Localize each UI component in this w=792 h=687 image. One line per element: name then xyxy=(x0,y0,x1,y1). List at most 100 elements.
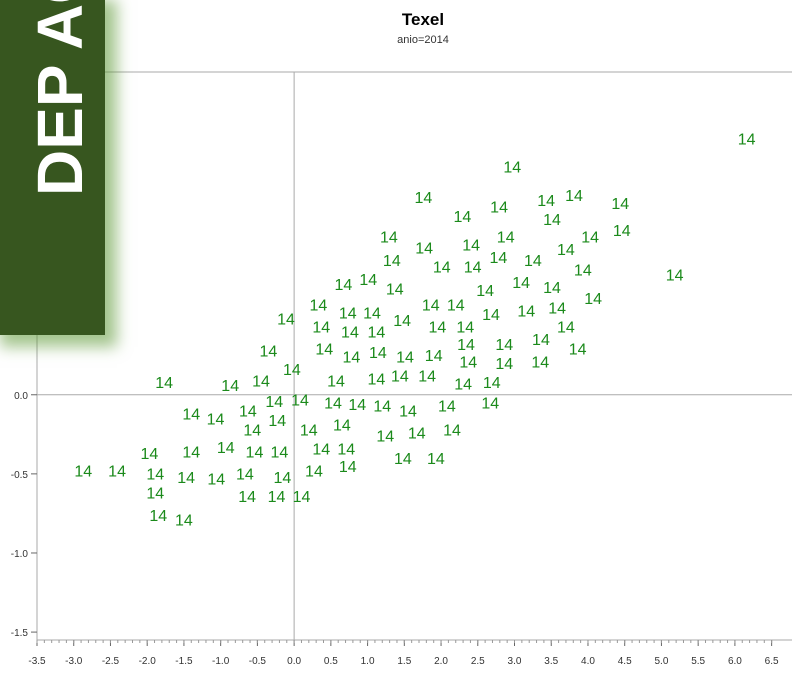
point-label: 14 xyxy=(611,196,629,213)
point-label: 14 xyxy=(312,441,330,458)
point-label: 14 xyxy=(569,342,587,359)
point-label: 14 xyxy=(339,305,357,322)
point-label: 14 xyxy=(273,470,291,487)
point-label: 14 xyxy=(422,297,440,314)
point-label: 14 xyxy=(532,332,550,349)
point-label: 14 xyxy=(293,489,311,506)
point-label: 14 xyxy=(543,280,561,297)
point-label: 14 xyxy=(175,513,193,530)
point-label: 14 xyxy=(464,259,482,276)
point-label: 14 xyxy=(333,418,351,435)
point-label: 14 xyxy=(348,397,366,414)
point-label: 14 xyxy=(453,209,471,226)
point-label: 14 xyxy=(425,348,443,365)
point-label: 14 xyxy=(490,199,508,216)
point-label: 14 xyxy=(613,223,631,240)
point-label: 14 xyxy=(341,324,359,341)
chart-title: Texel xyxy=(402,10,444,29)
x-tick-label: 0.5 xyxy=(324,656,338,667)
x-tick-label: 3.5 xyxy=(544,656,558,667)
point-label: 14 xyxy=(495,356,513,373)
point-label: 14 xyxy=(428,320,446,337)
point-label: 14 xyxy=(315,342,333,359)
overlay-text: DEP AC xyxy=(24,0,96,196)
point-label: 14 xyxy=(483,375,501,392)
point-label: 14 xyxy=(277,312,295,329)
point-label: 14 xyxy=(265,394,283,411)
point-label: 14 xyxy=(438,399,456,416)
point-label: 14 xyxy=(359,272,377,289)
point-label: 14 xyxy=(236,467,254,484)
point-label: 14 xyxy=(312,320,330,337)
point-label: 14 xyxy=(243,422,261,439)
point-label: 14 xyxy=(447,297,465,314)
overlay-banner: DEP AC xyxy=(0,0,105,335)
point-label: 14 xyxy=(462,237,480,254)
point-label: 14 xyxy=(396,350,414,367)
point-label: 14 xyxy=(327,373,345,390)
x-tick-label: -2.0 xyxy=(139,656,157,667)
x-tick-label: 1.0 xyxy=(361,656,375,667)
point-label: 14 xyxy=(74,464,92,481)
x-tick-label: 4.5 xyxy=(618,656,632,667)
point-label: 14 xyxy=(537,193,555,210)
plot-frame xyxy=(36,71,792,641)
chart-subtitle: anio=2014 xyxy=(397,34,449,46)
point-label: 14 xyxy=(271,445,289,462)
x-tick-label: -2.5 xyxy=(102,656,120,667)
point-label: 14 xyxy=(415,240,433,257)
point-label: 14 xyxy=(482,307,500,324)
point-label: 14 xyxy=(368,372,386,389)
x-tick-label: 6.0 xyxy=(728,656,742,667)
point-label: 14 xyxy=(512,275,530,292)
point-label: 14 xyxy=(337,441,355,458)
point-label: 14 xyxy=(531,354,549,371)
point-label: 14 xyxy=(459,354,477,371)
point-label: 14 xyxy=(291,392,309,409)
point-label: 14 xyxy=(427,451,445,468)
point-label: 14 xyxy=(260,343,278,360)
point-label: 14 xyxy=(399,403,417,420)
point-label: 14 xyxy=(246,445,264,462)
y-tick-label: -1.5 xyxy=(11,628,29,639)
point-label: 14 xyxy=(581,229,599,246)
point-label: 14 xyxy=(443,422,461,439)
point-label: 14 xyxy=(324,395,342,412)
point-label: 14 xyxy=(497,229,515,246)
point-label: 14 xyxy=(548,301,566,318)
point-label: 14 xyxy=(481,395,499,412)
point-label: 14 xyxy=(207,471,225,488)
point-label: 14 xyxy=(339,459,357,476)
point-label: 14 xyxy=(373,399,391,416)
point-label: 14 xyxy=(415,190,433,207)
overlay-svg: DEP AC xyxy=(24,0,96,196)
point-label: 14 xyxy=(182,445,200,462)
point-label: 14 xyxy=(305,464,323,481)
point-label: 14 xyxy=(454,376,472,393)
x-tick-label: 5.0 xyxy=(654,656,668,667)
y-tick-label: 0.0 xyxy=(14,391,28,402)
point-label: 14 xyxy=(524,253,542,270)
point-label: 14 xyxy=(221,378,239,395)
y-tick-label: -1.0 xyxy=(11,549,29,560)
point-label: 14 xyxy=(456,320,474,337)
point-label: 14 xyxy=(217,440,235,457)
point-label: 14 xyxy=(666,267,684,284)
point-label: 14 xyxy=(300,422,318,439)
point-label: 14 xyxy=(557,242,575,259)
point-label: 14 xyxy=(557,320,575,337)
point-label: 14 xyxy=(268,413,286,430)
x-tick-label: 2.0 xyxy=(434,656,448,667)
point-label: 14 xyxy=(268,489,286,506)
point-label: 14 xyxy=(380,229,398,246)
x-tick-label: -1.0 xyxy=(212,656,230,667)
point-label: 14 xyxy=(283,362,301,379)
point-label: 14 xyxy=(177,470,195,487)
x-tick-label: 2.5 xyxy=(471,656,485,667)
point-label: 14 xyxy=(182,407,200,424)
x-tick-label: 5.5 xyxy=(691,656,705,667)
point-label: 14 xyxy=(574,263,592,280)
point-label: 14 xyxy=(368,324,386,341)
point-label: 14 xyxy=(495,337,513,354)
point-label: 14 xyxy=(393,313,411,330)
